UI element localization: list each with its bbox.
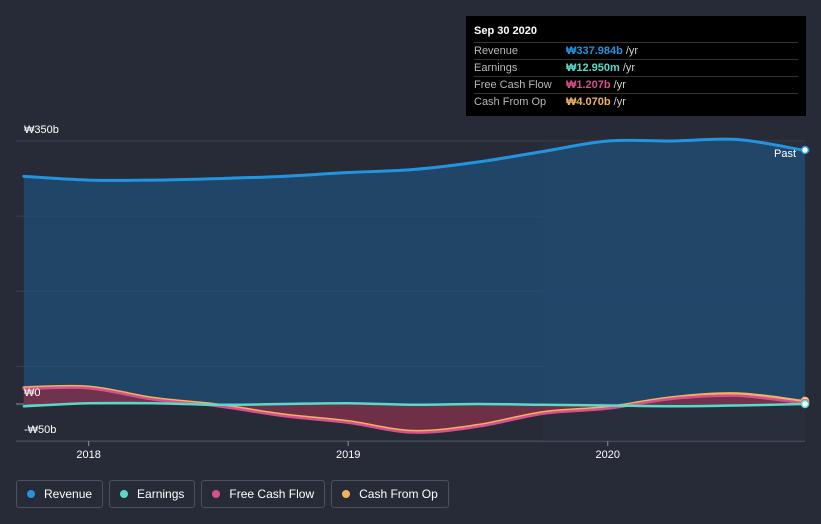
x-tick-label: 2018 [76, 449, 100, 461]
tooltip-label: Earnings [474, 62, 518, 74]
tooltip-value: ₩1.207b [566, 79, 611, 91]
legend-item-revenue[interactable]: Revenue [16, 480, 104, 508]
legend-item-earnings[interactable]: Earnings [109, 480, 196, 508]
legend-dot-icon [212, 490, 221, 498]
legend-label: Cash From Op [359, 487, 438, 501]
legend-dot-icon [120, 490, 129, 498]
marker-earnings [800, 399, 810, 409]
series-lines [22, 137, 810, 434]
legend-label: Revenue [44, 487, 93, 501]
tooltip-value: ₩4.070b [566, 96, 611, 108]
tooltip-unit: /yr [625, 45, 639, 57]
tooltip-row-earnings: Earnings ₩12.950m /yr [474, 59, 798, 76]
tooltip-label: Free Cash Flow [474, 79, 552, 91]
y-tick-label: ₩0 [24, 387, 41, 399]
tooltip-row-cfo: Cash From Op ₩4.070b /yr [474, 93, 798, 110]
legend-label: Earnings [137, 487, 185, 501]
x-tick-label: 2019 [336, 449, 360, 461]
area-revenue [23, 139, 809, 404]
y-axis: ₩350b ₩0 -₩50b [24, 124, 59, 436]
chart-legend: Revenue Earnings Free Cash Flow Cash Fro… [16, 480, 449, 508]
area-free-cash-flow [23, 387, 809, 433]
y-tick-label: -₩50b [24, 424, 56, 436]
marker-revenue [800, 145, 810, 155]
line-earnings [22, 401, 810, 408]
tooltip-label: Cash From Op [474, 96, 547, 108]
tooltip-value: ₩12.950m [566, 62, 620, 74]
legend-dot-icon [342, 490, 351, 498]
tooltip-unit: /yr [622, 62, 636, 74]
tooltip-unit: /yr [613, 96, 626, 108]
tooltip-label: Revenue [474, 45, 519, 57]
series-areas [23, 139, 809, 433]
data-tooltip: Sep 30 2020 Revenue ₩337.984b /yr Earnin… [466, 16, 806, 116]
line-revenue [22, 137, 810, 182]
legend-dot-icon [27, 490, 35, 498]
y-tick-label: ₩350b [24, 124, 59, 136]
line-cash-from-op [22, 384, 810, 433]
end-markers [800, 145, 810, 409]
x-tick-label: 2020 [596, 449, 620, 461]
x-axis: 2018 2019 2020 [76, 441, 620, 461]
tooltip-date: Sep 30 2020 [474, 25, 537, 37]
tooltip-row-fcf: Free Cash Flow ₩1.207b /yr [474, 76, 798, 93]
legend-item-free-cash-flow[interactable]: Free Cash Flow [201, 480, 326, 508]
tooltip-unit: /yr [613, 79, 626, 91]
line-free-cash-flow [22, 386, 810, 434]
past-label: Past [774, 148, 796, 160]
tooltip-row-revenue: Revenue ₩337.984b /yr [474, 42, 798, 59]
legend-item-cash-from-op[interactable]: Cash From Op [331, 480, 449, 508]
legend-label: Free Cash Flow [229, 487, 315, 501]
tooltip-value: ₩337.984b [566, 45, 623, 57]
